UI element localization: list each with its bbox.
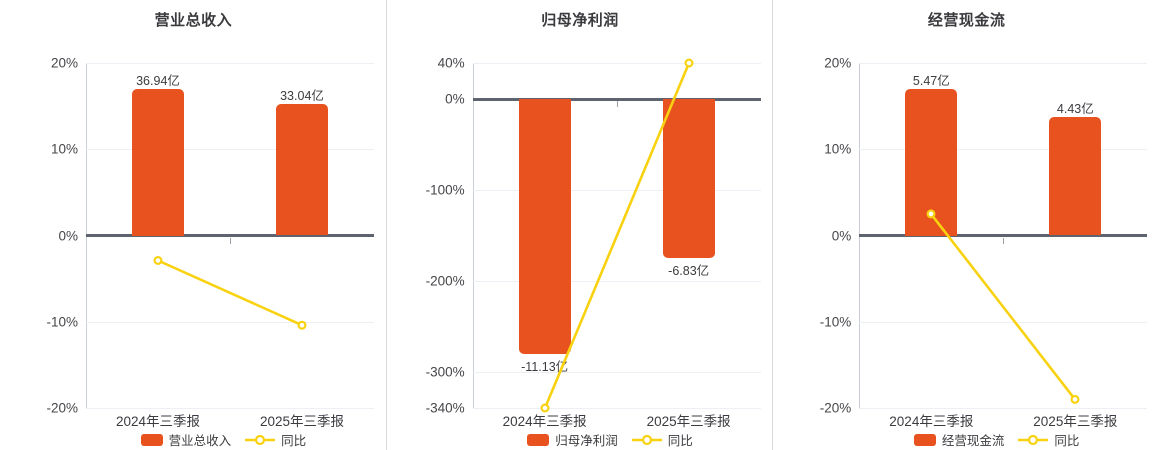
legend-line-label: 同比 [667, 434, 693, 448]
yoy-line-series [540, 58, 694, 413]
legend-bar-swatch-icon [913, 433, 936, 446]
page-title: 经营现金流 [927, 12, 1006, 29]
legend-bar-label: 营业总收入 [168, 434, 232, 448]
panel-divider [385, 0, 387, 450]
y-axis-tick-label: -100% [425, 182, 465, 198]
gridline [859, 63, 1148, 64]
line-data-point[interactable] [1070, 394, 1080, 404]
gridline [859, 149, 1148, 151]
legend-bar-swatch-icon [140, 433, 163, 446]
bar-value-label: 5.47亿 [912, 73, 950, 88]
chart-panel-net-profit: 归母净利润 40% 0% -100% -200% -300% -340% -11.13亿 -6… [387, 0, 774, 450]
gridline [86, 321, 374, 323]
line-data-point[interactable] [153, 256, 163, 266]
gridline [472, 280, 761, 282]
y-axis-tick-label: 20% [50, 55, 78, 71]
bar-value-label: 33.04亿 [280, 89, 324, 104]
legend-net-profit: 归母净利润 同比 [387, 430, 774, 449]
y-axis-tick-label: -20% [46, 400, 78, 416]
plot-area-revenue: 20% 10% 0% -10% -20% 36.94亿 33.04亿 [46, 56, 374, 416]
legend-item-line[interactable]: 同比 [1018, 430, 1079, 449]
bar-value-label: -6.83亿 [668, 264, 710, 279]
legend-bar-label: 归母净利润 [555, 434, 618, 448]
gridline [859, 321, 1148, 323]
y-axis-tick-label: 10% [824, 141, 852, 157]
y-axis-tick-label: -10% [46, 314, 78, 330]
bar[interactable] [132, 88, 184, 236]
x-axis-category-label: 2025年三季报 [1033, 414, 1118, 429]
gridline [86, 149, 374, 151]
plot-area-net-profit: 40% 0% -100% -200% -300% -340% -11.13亿 -6.83亿 [426, 56, 761, 416]
y-axis-tick-label: -340% [425, 400, 465, 416]
legend-bar-swatch-icon [527, 433, 550, 446]
legend-item-bar[interactable]: 经营现金流 [913, 430, 1005, 449]
x-axis-category-label: 2024年三季报 [115, 414, 201, 429]
category-labels-operating-cash-flow: 2024年三季报 2025年三季报 [859, 410, 1148, 430]
legend-operating-cash-flow: 经营现金流 同比 [773, 430, 1160, 449]
gridline [472, 63, 761, 64]
bar-value-label: 36.94亿 [136, 73, 180, 88]
axis-tick-mark [230, 237, 231, 244]
gridline [859, 408, 1148, 409]
gridline [472, 408, 761, 409]
bar[interactable] [662, 99, 715, 259]
gridline [472, 190, 761, 192]
y-axis-line [472, 63, 474, 408]
gridline [472, 371, 761, 373]
y-axis-tick-label: 40% [437, 55, 465, 71]
chart-panel-operating-cash-flow: 经营现金流 20% 10% 0% -10% -20% 5.47亿 4.43亿 2024年三季… [773, 0, 1160, 450]
legend-line-swatch-icon [245, 434, 276, 446]
line-data-point[interactable] [297, 320, 307, 330]
legend-line-swatch-icon [631, 434, 662, 446]
category-labels-net-profit: 2024年三季报 2025年三季报 [473, 410, 762, 430]
y-axis-tick-label: 10% [50, 141, 78, 157]
y-axis-tick-label: 0% [58, 228, 78, 243]
legend-revenue: 营业总收入 同比 [0, 430, 387, 449]
legend-item-bar[interactable]: 归母净利润 [527, 430, 618, 449]
x-axis-category-label: 2025年三季报 [646, 414, 731, 429]
y-axis-tick-label: 0% [445, 91, 465, 107]
axis-tick-mark [616, 101, 618, 108]
bar[interactable] [518, 99, 571, 354]
bar-value-label: -11.13亿 [521, 359, 569, 374]
bar[interactable] [276, 104, 328, 236]
gridline [86, 408, 374, 409]
page-title: 归母净利润 [541, 12, 619, 29]
legend-line-label: 同比 [281, 434, 307, 448]
bar[interactable] [905, 88, 958, 236]
legend-line-swatch-icon [1018, 434, 1049, 446]
legend-line-label: 同比 [1054, 434, 1080, 448]
legend-item-line[interactable]: 同比 [631, 430, 693, 449]
legend-item-line[interactable]: 同比 [245, 430, 306, 449]
y-axis-tick-label: -200% [425, 273, 465, 289]
bar-value-label: 4.43亿 [1056, 102, 1094, 117]
category-labels-revenue: 2024年三季报 2025年三季报 [86, 410, 375, 430]
chart-panel-revenue: 营业总收入 20% 10% 0% -10% -20% 36.94亿 33.04亿 2024年… [0, 0, 387, 450]
axis-tick-mark [1003, 237, 1005, 244]
bar[interactable] [1049, 117, 1102, 236]
x-axis-category-label: 2025年三季报 [259, 414, 345, 429]
panel-divider [772, 0, 774, 450]
x-axis-category-label: 2024年三季报 [502, 414, 587, 429]
plot-area-operating-cash-flow: 20% 10% 0% -10% -20% 5.47亿 4.43亿 [820, 56, 1148, 416]
x-axis-category-label: 2024年三季报 [889, 414, 974, 429]
zero-axis-line [86, 234, 374, 237]
page-title: 营业总收入 [154, 12, 233, 29]
y-axis-tick-label: 0% [831, 228, 852, 243]
gridline [86, 63, 374, 64]
y-axis-tick-label: -300% [425, 364, 465, 380]
legend-item-bar[interactable]: 营业总收入 [140, 430, 232, 449]
y-axis-tick-label: -20% [819, 400, 852, 416]
y-axis-tick-label: -10% [819, 314, 852, 330]
y-axis-tick-label: 20% [824, 55, 852, 71]
legend-bar-label: 经营现金流 [941, 434, 1005, 448]
